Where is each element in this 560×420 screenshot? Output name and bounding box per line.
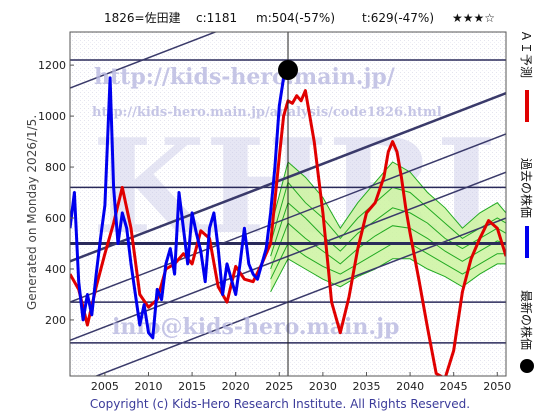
y-tick-label: 400 bbox=[45, 263, 66, 276]
price-series bbox=[70, 69, 506, 376]
legend-forecast-label: ＡＩ予測 bbox=[519, 30, 533, 78]
band-line-0 bbox=[270, 161, 506, 230]
legend-actual-label: 過去の株価 bbox=[519, 158, 534, 218]
legend-current-label: 最新の株価 bbox=[519, 290, 534, 350]
x-tick-label: 2015 bbox=[178, 380, 206, 393]
generated-date-label: Generated on Monday 2026/1/5. bbox=[25, 115, 39, 310]
y-tick-label: 1000 bbox=[38, 110, 66, 123]
y-tick-label: 600 bbox=[45, 212, 66, 225]
actual-price-line bbox=[70, 69, 290, 340]
band-area bbox=[270, 162, 506, 292]
x-tick-label: 2020 bbox=[222, 380, 250, 393]
x-tick-label: 2025 bbox=[265, 380, 293, 393]
header-t-value: t:629(-47%) bbox=[362, 11, 434, 25]
plot-frame bbox=[69, 31, 507, 377]
header-m-value: m:504(-57%) bbox=[256, 11, 335, 25]
header-code-name: 1826=佐田建 bbox=[104, 11, 181, 25]
y-tick-label: 800 bbox=[45, 161, 66, 174]
watermark-analysis-url: http://kids-hero.main.jp/analysis/code18… bbox=[92, 105, 442, 120]
forecast-line bbox=[70, 89, 506, 376]
x-tick-label: 2030 bbox=[309, 380, 337, 393]
x-tick-label: 2005 bbox=[91, 380, 119, 393]
watermark-url: http://kids-hero.main.jp/ bbox=[94, 64, 396, 90]
x-tick-label: 2040 bbox=[396, 380, 424, 393]
header-stars: ★★★☆ bbox=[452, 11, 495, 25]
current-price-dot bbox=[278, 59, 298, 80]
legend-current-dot bbox=[520, 359, 534, 373]
legend: ＡＩ予測 過去の株価 最新の株価 bbox=[519, 30, 534, 373]
trend-line-0 bbox=[70, 32, 218, 89]
band-line-5 bbox=[270, 258, 506, 293]
x-axis-ticks: 2005 2010 2015 2020 2025 2030 2035 2040 2045 2050 bbox=[91, 372, 511, 393]
forecast-band-fill bbox=[270, 162, 506, 292]
watermark-email: info@kids-hero.main.jp bbox=[112, 314, 399, 340]
x-tick-label: 2050 bbox=[483, 380, 511, 393]
x-tick-label: 2045 bbox=[440, 380, 468, 393]
x-tick-label: 2035 bbox=[352, 380, 380, 393]
band-line-2 bbox=[270, 201, 506, 257]
copyright-footer: Copyright (c) Kids-Hero Research Institu… bbox=[90, 397, 470, 411]
header-current-price: c:1181 bbox=[196, 11, 237, 25]
y-tick-label: 200 bbox=[45, 314, 66, 327]
y-tick-label: 1200 bbox=[38, 59, 66, 72]
x-tick-label: 2010 bbox=[134, 380, 162, 393]
y-axis-ticks: 200 400 600 800 1000 1200 bbox=[38, 59, 74, 327]
